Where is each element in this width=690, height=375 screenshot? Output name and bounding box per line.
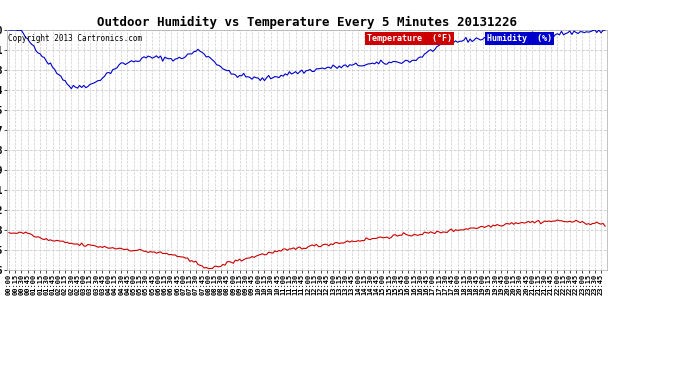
Text: Humidity  (%): Humidity (%) [487, 34, 552, 43]
Title: Outdoor Humidity vs Temperature Every 5 Minutes 20131226: Outdoor Humidity vs Temperature Every 5 … [97, 16, 517, 29]
Text: Temperature  (°F): Temperature (°F) [367, 34, 452, 43]
Text: Copyright 2013 Cartronics.com: Copyright 2013 Cartronics.com [8, 34, 142, 43]
